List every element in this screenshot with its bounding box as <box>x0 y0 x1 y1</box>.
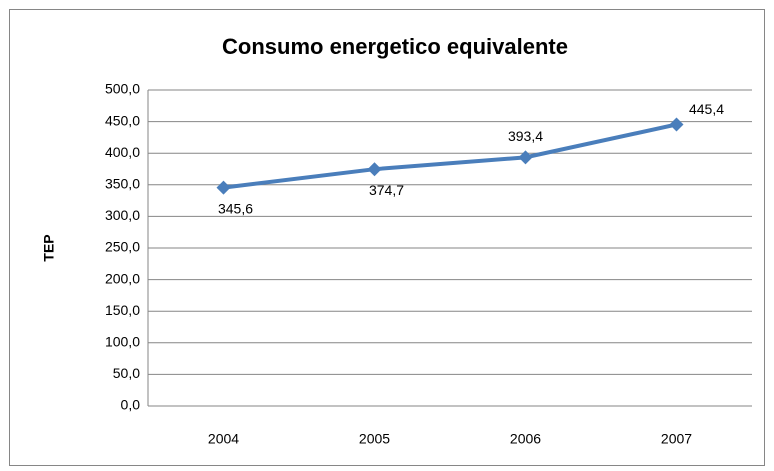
data-marker <box>367 162 382 177</box>
data-label: 445,4 <box>689 101 724 117</box>
y-tick-label: 450,0 <box>105 112 140 128</box>
data-marker <box>669 117 684 132</box>
chart-title: Consumo energetico equivalente <box>222 34 568 59</box>
y-tick-label: 500,0 <box>105 81 140 97</box>
y-tick-label: 50,0 <box>113 365 140 381</box>
y-axis-label: TEP <box>41 234 57 261</box>
data-label: 393,4 <box>508 128 543 144</box>
y-tick-label: 250,0 <box>105 239 140 255</box>
x-tick-label: 2006 <box>510 431 541 447</box>
data-marker <box>216 180 231 195</box>
y-tick-label: 100,0 <box>105 334 140 350</box>
data-marker <box>518 150 533 165</box>
y-tick-label: 150,0 <box>105 302 140 318</box>
data-label: 345,6 <box>218 200 253 216</box>
chart-border <box>9 9 765 466</box>
y-tick-label: 0,0 <box>121 397 141 413</box>
data-line <box>223 122 677 190</box>
data-label: 374,7 <box>369 182 404 198</box>
x-tick-label: 2005 <box>359 431 390 447</box>
y-tick-label: 350,0 <box>105 176 140 192</box>
y-tick-label: 400,0 <box>105 144 140 160</box>
x-tick-label: 2007 <box>661 431 692 447</box>
y-tick-label: 300,0 <box>105 207 140 223</box>
x-tick-label: 2004 <box>208 431 239 447</box>
y-tick-label: 200,0 <box>105 270 140 286</box>
